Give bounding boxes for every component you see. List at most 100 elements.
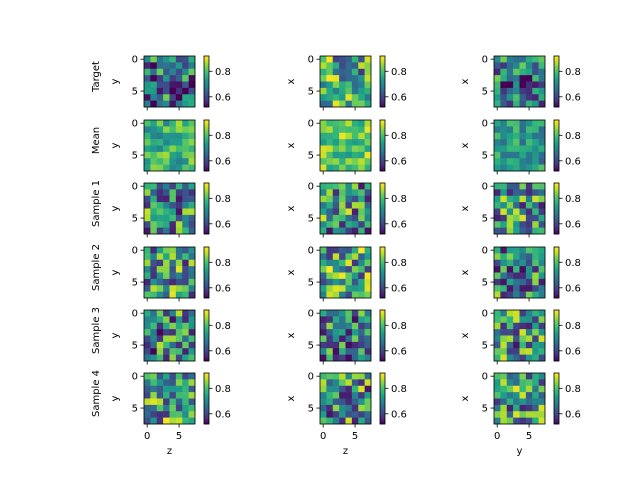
colorbar-segment bbox=[380, 219, 385, 222]
colorbar-segment bbox=[554, 76, 559, 78]
heatmap-cell bbox=[150, 329, 158, 336]
heatmap-cell bbox=[175, 189, 183, 197]
colorbar-segment bbox=[380, 134, 385, 136]
heatmap-cell bbox=[500, 202, 508, 209]
y-tick-label: 5 bbox=[132, 278, 138, 289]
colorbar-segment bbox=[204, 380, 209, 383]
heatmap-cell bbox=[500, 227, 508, 235]
colorbar-segment bbox=[554, 407, 559, 409]
heatmap-cell bbox=[163, 379, 170, 387]
heatmap-cell bbox=[182, 310, 189, 317]
colorbar-segment bbox=[554, 269, 559, 272]
y-tick-label: 5 bbox=[308, 214, 314, 225]
heatmap-cell bbox=[500, 272, 508, 280]
heatmap-cell bbox=[339, 183, 346, 190]
colorbar-segment bbox=[204, 188, 209, 190]
heatmap-cell bbox=[150, 81, 158, 89]
colorbar-segment bbox=[204, 390, 209, 393]
heatmap-cell bbox=[345, 151, 353, 159]
heatmap-cell bbox=[532, 75, 539, 82]
heatmap-cell bbox=[332, 227, 340, 235]
heatmap-cell bbox=[506, 404, 514, 412]
heatmap-cell bbox=[345, 75, 353, 82]
colorbar-segment bbox=[554, 277, 559, 280]
colorbar-segment bbox=[204, 385, 209, 388]
heatmap-cell bbox=[532, 379, 539, 387]
heatmap-cell bbox=[163, 221, 170, 228]
heatmap-cell bbox=[351, 100, 359, 108]
heatmap-cell bbox=[188, 404, 196, 412]
heatmap-cell bbox=[320, 354, 327, 362]
heatmap-cell bbox=[320, 348, 327, 355]
heatmap-cell bbox=[494, 247, 501, 254]
heatmap-cell bbox=[156, 266, 164, 273]
heatmap-cell bbox=[538, 189, 546, 197]
colorbar-segment bbox=[204, 411, 209, 413]
heatmap-cell bbox=[163, 56, 170, 63]
colorbar: 0.60.8 bbox=[203, 55, 231, 108]
colorbar-segment bbox=[554, 252, 559, 254]
colorbar-segment bbox=[554, 322, 559, 325]
colorbar-segment bbox=[204, 315, 209, 317]
colorbar-segment bbox=[554, 354, 559, 357]
colorbar-segment bbox=[554, 144, 559, 146]
colorbar-segment bbox=[554, 211, 559, 213]
heatmap-cell bbox=[188, 75, 196, 82]
panel-frame bbox=[319, 372, 372, 425]
heatmap-cell bbox=[332, 189, 340, 197]
heatmap-cell bbox=[150, 373, 158, 380]
colorbar-segment bbox=[554, 148, 559, 150]
heatmap-cell bbox=[494, 75, 501, 82]
heatmap-cell bbox=[532, 272, 539, 280]
heatmap-cell bbox=[169, 158, 177, 165]
heatmap-cell bbox=[525, 335, 533, 343]
colorbar-segment bbox=[380, 335, 385, 338]
heatmap-cell bbox=[163, 132, 170, 140]
heatmap-cell bbox=[358, 227, 365, 235]
colorbar-segment bbox=[554, 357, 559, 359]
heatmap-cell bbox=[532, 214, 539, 222]
heatmap-cell bbox=[150, 202, 158, 209]
heatmap-cell bbox=[345, 81, 353, 89]
heatmap-cell bbox=[182, 227, 189, 235]
y-axis-label: x bbox=[460, 205, 471, 211]
colorbar-segment bbox=[204, 278, 209, 281]
heatmap-cell bbox=[182, 385, 189, 393]
colorbar-segment bbox=[380, 349, 385, 352]
heatmap-cell bbox=[169, 81, 177, 89]
heatmap-cell bbox=[532, 195, 539, 203]
colorbar-segment bbox=[554, 395, 559, 398]
heatmap-cell bbox=[494, 195, 501, 203]
heatmap-cell bbox=[525, 272, 533, 280]
colorbar-segment bbox=[204, 334, 209, 336]
heatmap-cell bbox=[150, 348, 158, 355]
colorbar-segment bbox=[204, 159, 209, 162]
heatmap-cell bbox=[320, 195, 327, 203]
colorbar-segment bbox=[554, 418, 559, 421]
colorbar-segment bbox=[554, 228, 559, 231]
heatmap-cell bbox=[332, 158, 340, 165]
heatmap-cell bbox=[519, 68, 527, 76]
heatmap-cell bbox=[144, 158, 151, 165]
colorbar-segment bbox=[554, 72, 559, 75]
colorbar-segment bbox=[380, 86, 385, 89]
colorbar-frame bbox=[379, 246, 386, 299]
heatmap-cell bbox=[150, 247, 158, 254]
heatmap-cell bbox=[494, 329, 501, 336]
colorbar-segment bbox=[380, 204, 385, 207]
heatmap-cell bbox=[188, 335, 196, 343]
heatmap-cell bbox=[339, 208, 346, 216]
colorbar-segment bbox=[554, 278, 559, 281]
heatmap-cell bbox=[519, 214, 527, 222]
heatmap-cell bbox=[332, 208, 340, 216]
heatmap-cell bbox=[332, 354, 340, 362]
colorbar-segment bbox=[554, 190, 559, 193]
colorbar-segment bbox=[380, 403, 385, 406]
colorbar-segment bbox=[380, 285, 385, 287]
heatmap-cell bbox=[169, 247, 177, 254]
panel-frame bbox=[143, 246, 196, 299]
heatmap-cell bbox=[345, 68, 353, 76]
